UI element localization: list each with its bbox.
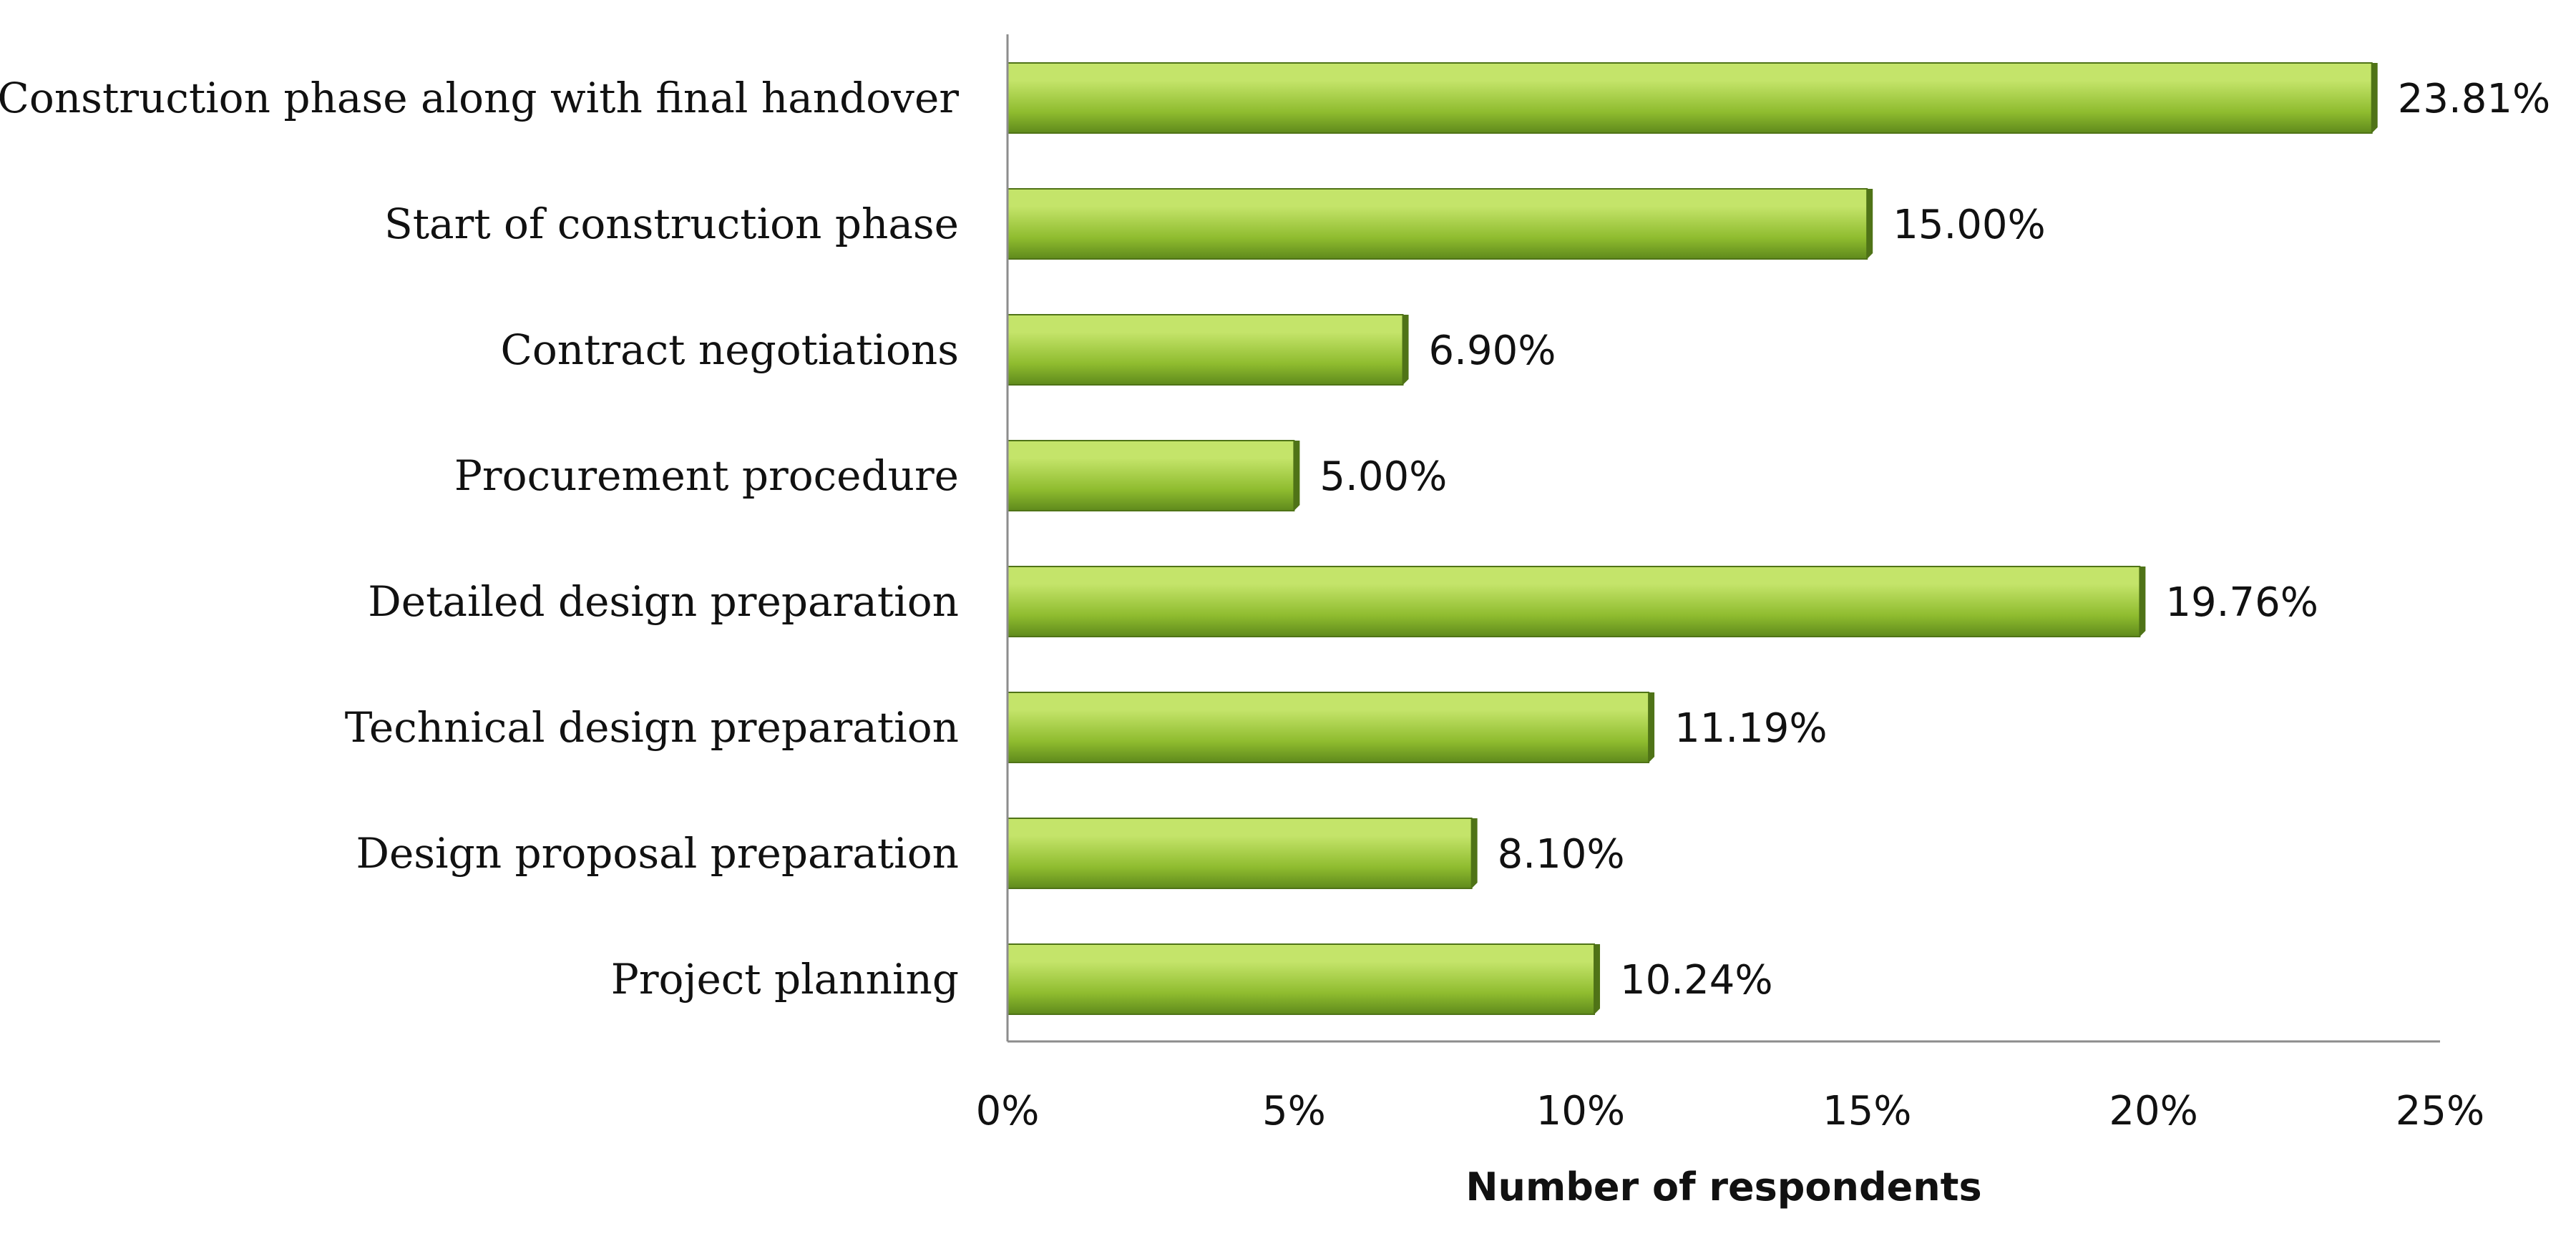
x-tick-label: 25% <box>2396 1088 2484 1134</box>
bar-3 <box>1007 314 1409 386</box>
category-label: Design proposal preparation <box>356 829 959 878</box>
value-label: 10.24% <box>1620 957 1773 1004</box>
axes-layer <box>1006 34 2440 1043</box>
bar-rect <box>1007 943 1596 1015</box>
bar-2 <box>1007 188 1873 260</box>
value-label: 6.90% <box>1429 328 1556 374</box>
bar-4 <box>1007 440 1300 511</box>
category-label: Procurement procedure <box>454 451 959 500</box>
value-label: 19.76% <box>2165 579 2318 626</box>
bar-rect <box>1007 188 1868 260</box>
category-label: Technical design preparation <box>345 703 959 752</box>
bar-5 <box>1007 566 2146 637</box>
x-tick-label: 15% <box>1823 1088 1911 1134</box>
x-tick-label: 0% <box>976 1088 1040 1134</box>
category-label: Project planning <box>611 955 959 1004</box>
labels-layer: Construction phase along with final hand… <box>0 74 2550 1134</box>
bar-rect <box>1007 692 1650 763</box>
value-label: 8.10% <box>1498 831 1625 878</box>
x-axis-title: Number of respondents <box>1465 1164 1981 1210</box>
value-label: 11.19% <box>1674 705 1828 752</box>
bar-rect <box>1007 566 2141 637</box>
x-tick-label: 10% <box>1536 1088 1625 1134</box>
category-label: Construction phase along with final hand… <box>0 74 959 122</box>
value-label: 5.00% <box>1319 453 1447 500</box>
bar-8 <box>1007 943 1601 1015</box>
category-label: Start of construction phase <box>384 200 959 248</box>
bar-1 <box>1007 62 2378 134</box>
x-tick-label: 20% <box>2109 1088 2197 1134</box>
value-label: 15.00% <box>1893 202 2046 248</box>
bar-rect <box>1007 62 2373 134</box>
bar-rect <box>1007 818 1473 889</box>
bar-rect <box>1007 440 1295 511</box>
bar-rect <box>1007 314 1404 386</box>
bar-7 <box>1007 818 1478 889</box>
category-label: Contract negotiations <box>500 325 959 374</box>
bar-6 <box>1007 692 1655 763</box>
x-tick-label: 5% <box>1262 1088 1326 1134</box>
bars-layer <box>1007 62 2378 1015</box>
category-label: Detailed design preparation <box>368 577 959 626</box>
value-label: 23.81% <box>2398 76 2551 122</box>
